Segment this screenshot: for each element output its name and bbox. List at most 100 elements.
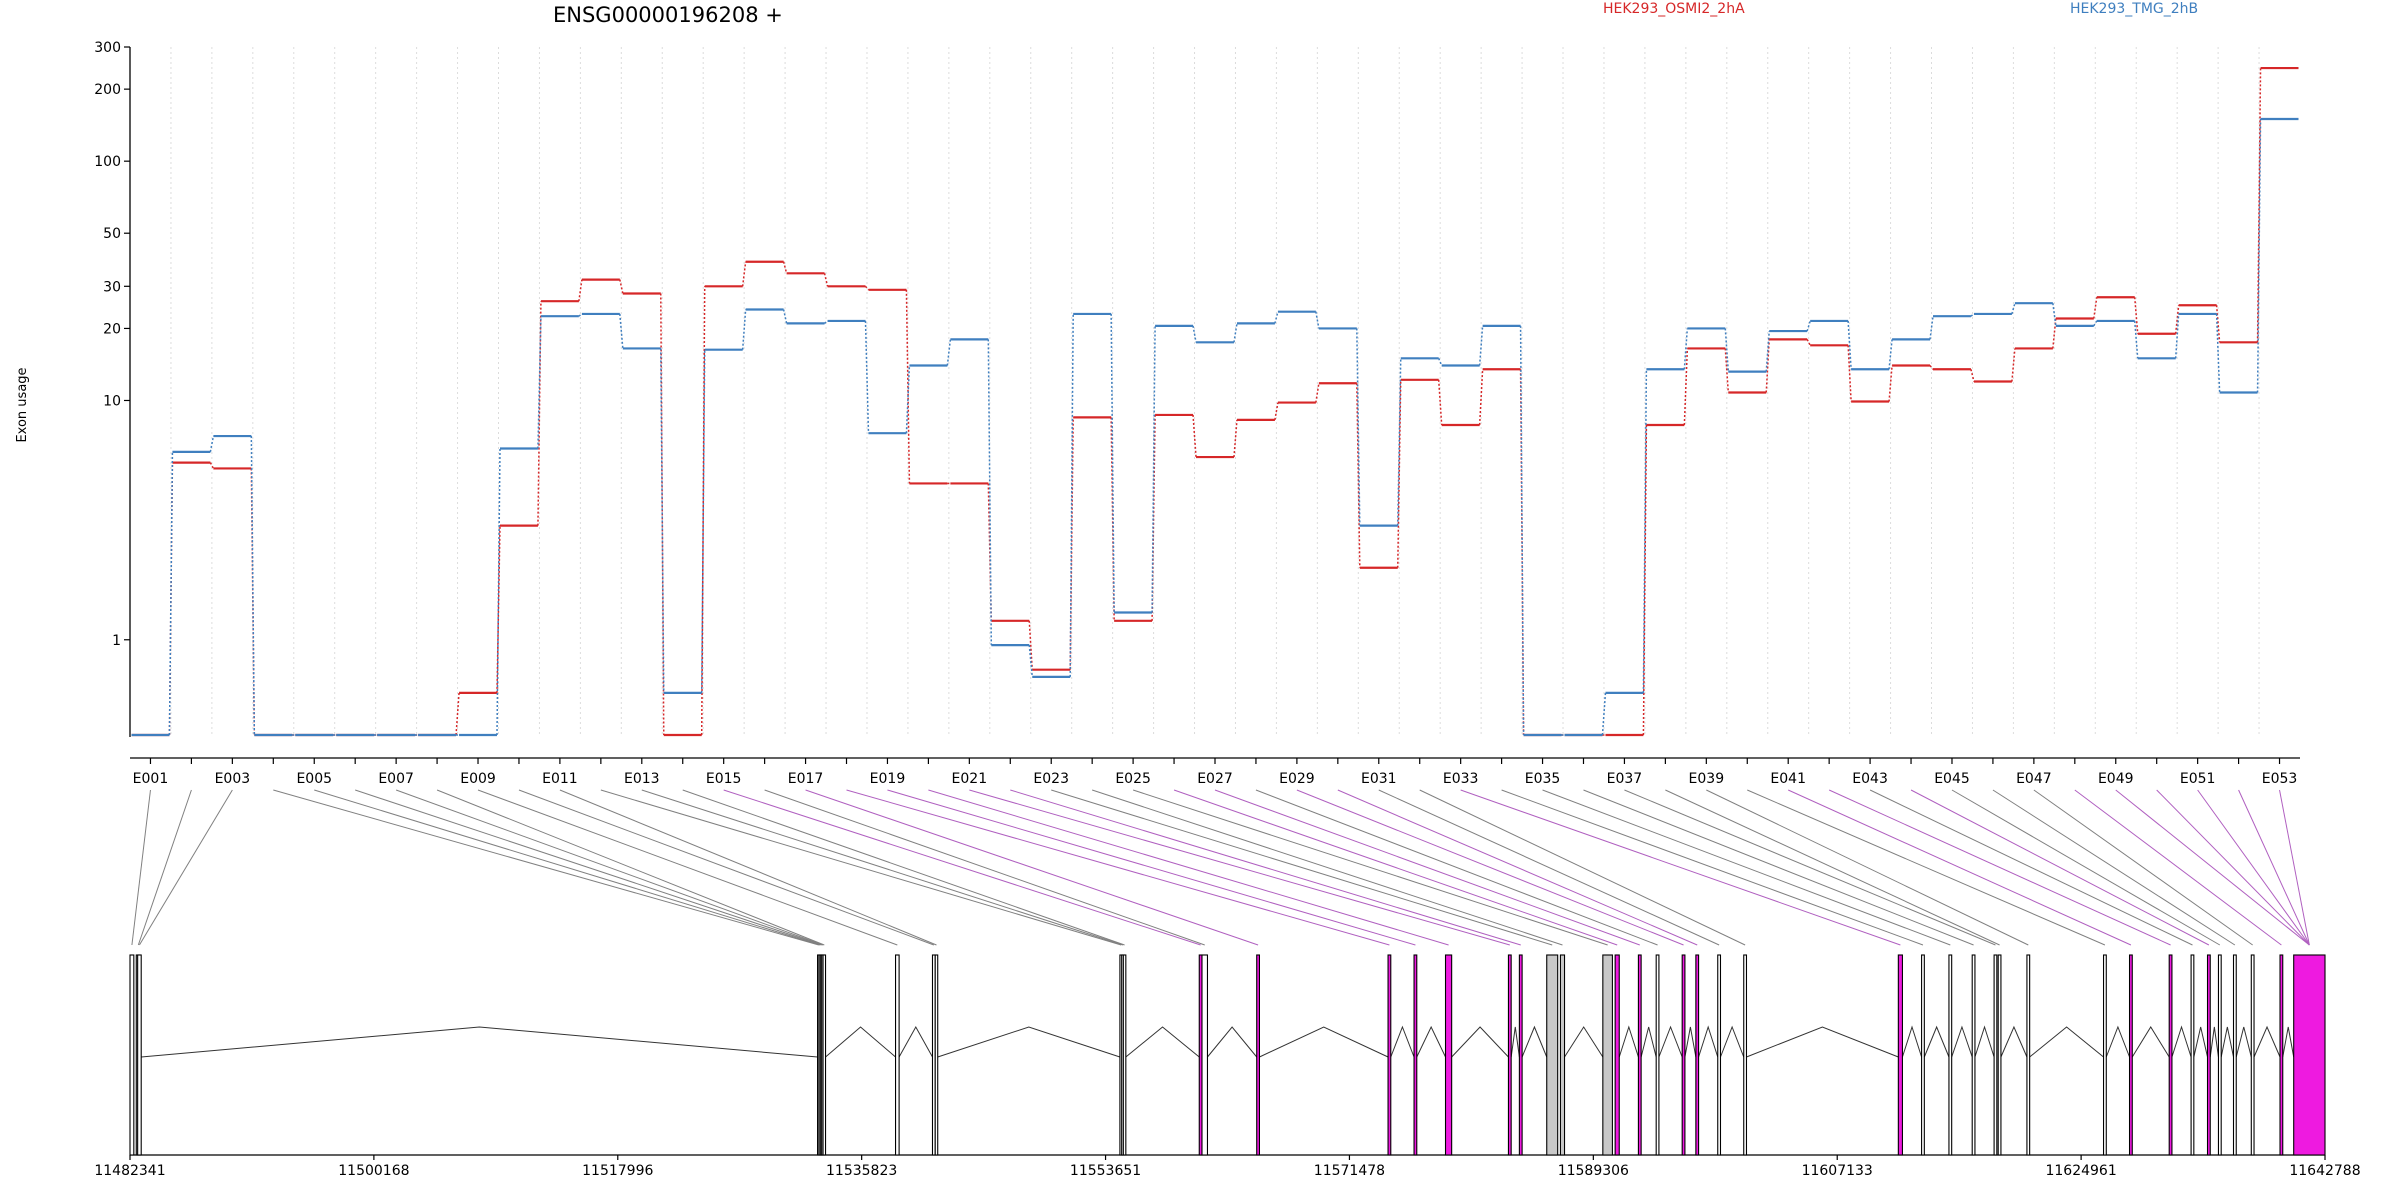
series-connector [168,451,174,736]
series-connector [1847,320,1852,370]
exon-block [2026,954,2031,1156]
y-tick-label: 20 [103,321,121,337]
x-tick-label: E017 [788,771,824,787]
coordinate-tick-label: 11589306 [1558,1163,1629,1179]
exon-block [1997,954,2002,1156]
exon-connector [2115,789,2310,946]
intron-line [1618,1025,1639,1058]
y-tick-label: 100 [94,154,121,170]
series-connector [987,339,993,646]
series-connector [905,365,911,434]
exon-block [1921,954,1925,1156]
exon-connector [1747,789,2106,946]
y-tick-label: 30 [103,279,121,295]
series-connector [864,320,870,434]
series-connector [1765,339,1770,393]
intron-line [2105,1025,2130,1058]
series-connector [2256,68,2262,343]
exon-block [1507,954,1512,1156]
exon-connector [1992,789,2236,946]
x-tick-label: E021 [952,771,988,787]
series-connector [455,692,460,736]
y-tick-label: 10 [103,393,121,409]
x-tick-label: E053 [2262,771,2298,787]
x-tick-label: E003 [215,771,251,787]
series-connector [619,279,624,294]
intron-line [2235,1026,2252,1058]
series-connector [619,313,624,349]
exon-block [1559,954,1566,1156]
series-connector [1683,348,1689,426]
series-connector [782,309,788,324]
intron-line [1923,1025,1950,1058]
exon-connector [1788,789,2132,946]
coordinate-tick-label: 11535823 [826,1163,897,1179]
exon-connector [887,789,1416,946]
exon-connector [314,789,821,946]
series-connector [1356,328,1361,526]
exon-connector [2279,789,2310,946]
series-connector [1970,313,1975,317]
intron-line [1125,1026,1200,1058]
intron-line [825,1026,896,1058]
exon-block [1444,954,1453,1156]
exon-block [1717,954,1722,1156]
legend-label-osmi2: HEK293_OSMI2_2hA [1603,1,1745,17]
exon-block [2250,954,2255,1156]
exon-connector [1869,789,2193,946]
intron-line [2253,1025,2281,1058]
series-connector [2093,297,2098,319]
intron-line [141,1026,818,1058]
series-connector [1765,331,1770,372]
exon-block [2168,954,2173,1156]
exon-block [2279,954,2284,1156]
exon-connector [1460,789,1901,946]
intron-line [2131,1026,2170,1058]
exon-connector [1051,789,1553,946]
series-connector [782,261,788,274]
exon-grid-lines [170,47,2260,735]
intron-line [1698,1025,1719,1058]
y-tick-label: 300 [94,40,121,56]
x-tick-label: E033 [1443,771,1479,787]
x-tick-label: E011 [542,771,578,787]
exon-connector [477,789,898,946]
series-connector [1069,313,1074,677]
series-HEK293_OSMI2_2hA [131,66,2299,737]
coordinate-tick-label: 11482341 [94,1163,165,1179]
series-connector [1806,339,1811,346]
figure-title: ENSG00000196208 + [553,3,783,27]
exon-block [822,954,827,1156]
coordinate-tick-label: 11517996 [582,1163,653,1179]
series-connector [2011,348,2016,382]
x-tick-label: E013 [624,771,660,787]
series-connector [2256,119,2262,393]
exon-connector [1132,789,1608,946]
exon-connector [1624,789,1996,946]
coordinate-tick-label: 11642788 [2289,1163,2360,1179]
exon-connector [1010,789,1521,946]
exon-connector [1542,789,1951,946]
exon-connector [1910,789,2210,946]
exon-block [2190,954,2195,1156]
coordinate-tick-label: 11624961 [2045,1163,2116,1179]
intron-line [2220,1026,2234,1058]
exon-connector [1255,789,1658,946]
exon-connector [600,789,1122,946]
series-connector [1028,645,1033,677]
exon-block [1655,954,1660,1156]
exon-connector [131,789,151,946]
intron-line [1207,1026,1258,1058]
series-connector [1315,311,1320,329]
exon-connector [1173,789,1618,946]
exon-connector [436,789,825,946]
series-connector [1683,328,1689,370]
x-tick-label: E001 [133,771,169,787]
exon-connector [2074,789,2282,946]
exon-connector [1092,789,1563,946]
x-tick-label: E015 [706,771,742,787]
exon-connector [682,789,1125,946]
series-connector [209,462,215,469]
series-connector [250,436,256,736]
exon-connector [1665,789,2000,946]
